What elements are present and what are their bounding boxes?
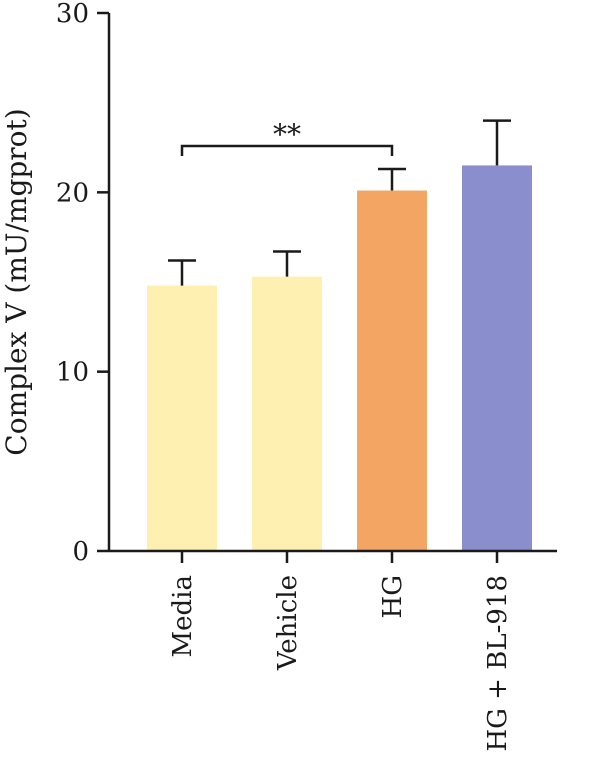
y-axis-label: Complex V (mU/mgprot) — [0, 108, 33, 455]
significance-label: ** — [273, 118, 301, 151]
y-tick-label: 20 — [56, 178, 89, 208]
bar — [462, 165, 532, 551]
error-bars — [168, 119, 511, 286]
y-axis: 0 10 20 30 — [56, 0, 111, 567]
significance-bracket — [180, 144, 394, 156]
x-tick-label: HG + BL-918 — [483, 575, 513, 752]
bar — [357, 190, 427, 552]
y-tick-label: 30 — [56, 0, 89, 29]
bars — [147, 165, 532, 552]
y-tick-label: 10 — [56, 358, 89, 388]
y-tick-label: 0 — [72, 537, 89, 567]
significance-annotations: ** — [180, 118, 394, 156]
error-bar — [273, 250, 301, 277]
bar — [252, 276, 322, 551]
x-axis: Media Vehicle HG HG + BL-918 — [109, 549, 557, 752]
error-bar — [168, 259, 196, 286]
error-bar — [378, 167, 406, 191]
x-tick-label: HG — [378, 575, 408, 618]
x-tick-label: Vehicle — [273, 575, 303, 671]
error-bar — [483, 119, 511, 166]
bar — [147, 285, 217, 551]
x-tick-label: Media — [168, 575, 198, 657]
